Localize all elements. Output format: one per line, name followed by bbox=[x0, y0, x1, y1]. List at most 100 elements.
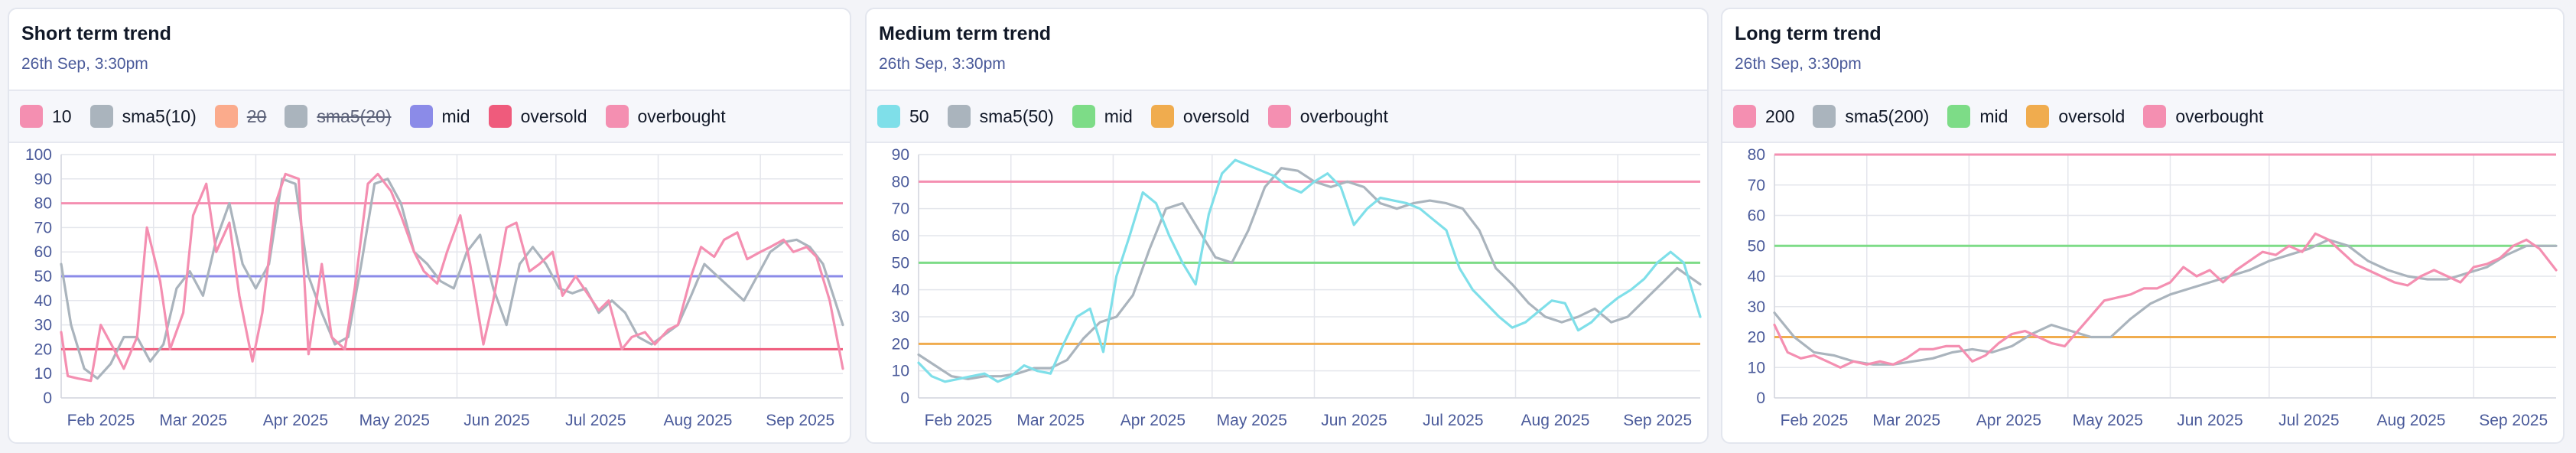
legend-label: oversold bbox=[2058, 106, 2126, 126]
legend: 10 sma5(10) 20 sma5(20) mid oversold overbough… bbox=[9, 90, 850, 143]
y-tick-label: 40 bbox=[1748, 268, 1765, 285]
legend-item-oversold[interactable]: oversold bbox=[2026, 105, 2125, 128]
x-tick-label: Apr 2025 bbox=[263, 412, 328, 429]
y-tick-label: 30 bbox=[892, 308, 909, 326]
legend-label: overbought bbox=[2175, 106, 2264, 126]
y-tick-label: 0 bbox=[43, 389, 52, 407]
x-tick-label: Aug 2025 bbox=[2377, 412, 2446, 429]
x-tick-label: Sep 2025 bbox=[2479, 412, 2548, 429]
panel-timestamp: 26th Sep, 3:30pm bbox=[1735, 55, 1862, 73]
legend-item-10[interactable]: 10 bbox=[20, 105, 72, 128]
y-tick-label: 20 bbox=[892, 335, 909, 353]
chart-long-term: 0 10 20 30 40 50 60 70 80 Feb 2025 Mar 2025 Apr 202… bbox=[1748, 146, 2558, 429]
legend-swatch bbox=[1072, 105, 1095, 128]
x-tick-label: Mar 2025 bbox=[1016, 412, 1085, 429]
x-tick-label: Apr 2025 bbox=[1976, 412, 2041, 429]
x-tick-label: Jun 2025 bbox=[463, 412, 529, 429]
x-tick-label: Aug 2025 bbox=[664, 412, 733, 429]
legend-swatch bbox=[1267, 105, 1291, 128]
series-line-sma5-50 bbox=[917, 167, 1702, 380]
legend-item-sma5-50[interactable]: sma5(50) bbox=[947, 105, 1054, 128]
legend-label: 50 bbox=[909, 106, 929, 126]
legend-swatch bbox=[409, 105, 433, 128]
y-tick-label: 10 bbox=[34, 365, 52, 383]
legend-swatch bbox=[89, 105, 113, 128]
x-tick-label: Jul 2025 bbox=[565, 412, 626, 429]
legend-item-mid[interactable]: mid bbox=[1947, 105, 2008, 128]
legend-swatch bbox=[947, 105, 971, 128]
legend-item-sma5-20[interactable]: sma5(20) bbox=[285, 105, 392, 128]
x-tick-label: Feb 2025 bbox=[1781, 412, 1849, 429]
legend-label: 10 bbox=[52, 106, 72, 126]
legend-swatch bbox=[2143, 105, 2167, 128]
y-tick-label: 80 bbox=[34, 195, 52, 213]
legend-label: 20 bbox=[246, 106, 267, 126]
y-tick-label: 70 bbox=[1748, 177, 1765, 194]
legend-swatch bbox=[2026, 105, 2050, 128]
y-tick-label: 60 bbox=[1748, 207, 1765, 225]
legend-item-oversold[interactable]: oversold bbox=[488, 105, 587, 128]
x-tick-label: Jul 2025 bbox=[2278, 412, 2339, 429]
legend-label: mid bbox=[441, 106, 470, 126]
y-tick-label: 30 bbox=[34, 317, 52, 334]
series-line-50 bbox=[917, 158, 1702, 383]
chart-short-term: 0 10 20 30 40 50 60 70 80 90 100 Feb 2025 Mar 2025 Ap… bbox=[25, 146, 844, 429]
panel-short-term: Short term trend 26th Sep, 3:30pm 10 sma5… bbox=[8, 8, 851, 444]
y-tick-label: 60 bbox=[34, 243, 52, 261]
x-tick-label: Aug 2025 bbox=[1521, 412, 1590, 429]
panel-long-term: Long term trend 26th Sep, 3:30pm 200 sma5… bbox=[1721, 8, 2565, 444]
legend-item-200[interactable]: 200 bbox=[1733, 105, 1794, 128]
y-tick-label: 90 bbox=[34, 171, 52, 188]
panel-title: Short term trend bbox=[21, 23, 171, 44]
legend-swatch bbox=[605, 105, 629, 128]
panel-title: Long term trend bbox=[1735, 23, 1882, 44]
x-tick-label: Apr 2025 bbox=[1120, 412, 1186, 429]
legend-item-sma5-200[interactable]: sma5(200) bbox=[1813, 105, 1929, 128]
series-line-10 bbox=[60, 172, 844, 383]
legend-item-20[interactable]: 20 bbox=[214, 105, 267, 128]
panel-medium-term: Medium term trend 26th Sep, 3:30pm 50 sma… bbox=[865, 8, 1709, 444]
grid bbox=[918, 154, 1700, 399]
legend-item-overbought[interactable]: overbought bbox=[605, 105, 726, 128]
legend-item-50[interactable]: 50 bbox=[877, 105, 929, 128]
legend-swatch bbox=[1813, 105, 1836, 128]
legend: 200 sma5(200) mid oversold overbought bbox=[1722, 90, 2563, 143]
legend-swatch bbox=[488, 105, 512, 128]
legend-swatch bbox=[1150, 105, 1174, 128]
legend-swatch bbox=[877, 105, 900, 128]
legend-swatch bbox=[1733, 105, 1756, 128]
legend-item-mid[interactable]: mid bbox=[1072, 105, 1133, 128]
legend-item-overbought[interactable]: overbought bbox=[1267, 105, 1388, 128]
y-tick-label: 10 bbox=[1748, 359, 1765, 376]
y-tick-label: 40 bbox=[892, 282, 909, 299]
legend-label: sma5(200) bbox=[1845, 106, 1930, 126]
x-tick-label: May 2025 bbox=[2073, 412, 2143, 429]
legend-item-mid[interactable]: mid bbox=[409, 105, 470, 128]
y-tick-label: 0 bbox=[900, 389, 909, 407]
legend-label: mid bbox=[1979, 106, 2008, 126]
chart-medium-term: 0 10 20 30 40 50 60 70 80 90 Feb 2025 Mar 2025 Apr 2… bbox=[892, 146, 1702, 429]
y-tick-label: 70 bbox=[892, 200, 909, 218]
grid bbox=[1774, 154, 2556, 399]
legend-item-oversold[interactable]: oversold bbox=[1150, 105, 1250, 128]
y-tick-label: 40 bbox=[34, 292, 52, 310]
y-tick-label: 60 bbox=[892, 227, 909, 245]
legend-swatch bbox=[285, 105, 308, 128]
x-tick-label: Jun 2025 bbox=[1321, 412, 1387, 429]
y-tick-label: 80 bbox=[1748, 146, 1765, 164]
panel-timestamp: 26th Sep, 3:30pm bbox=[21, 55, 148, 73]
y-tick-label: 0 bbox=[1756, 389, 1765, 407]
legend-label: oversold bbox=[520, 106, 587, 126]
legend: 50 sma5(50) mid oversold overbought bbox=[867, 90, 1707, 143]
legend-item-sma5-10[interactable]: sma5(10) bbox=[89, 105, 197, 128]
x-tick-label: Sep 2025 bbox=[766, 412, 834, 429]
x-tick-label: Mar 2025 bbox=[1872, 412, 1940, 429]
y-tick-label: 20 bbox=[34, 341, 52, 358]
legend-label: sma5(10) bbox=[122, 106, 197, 126]
x-tick-label: Jun 2025 bbox=[2177, 412, 2243, 429]
legend-swatch bbox=[214, 105, 238, 128]
x-tick-label: May 2025 bbox=[1217, 412, 1287, 429]
legend-item-overbought[interactable]: overbought bbox=[2143, 105, 2263, 128]
y-tick-label: 10 bbox=[892, 363, 909, 380]
